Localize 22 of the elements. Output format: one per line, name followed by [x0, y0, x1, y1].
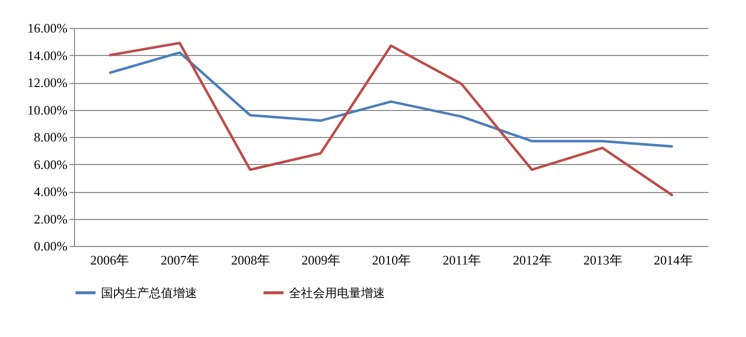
y-tick-label: 2.00%	[34, 211, 68, 226]
legend-label: 全社会用电量增速	[289, 286, 385, 300]
y-tick-label: 16.00%	[27, 20, 68, 36]
x-tick-label: 2007年	[160, 252, 200, 268]
y-tick-label: 4.00%	[34, 184, 68, 199]
x-tick-label: 2014年	[654, 252, 693, 268]
y-tick-label: 6.00%	[34, 156, 68, 172]
x-tick-label: 2006年	[90, 252, 130, 268]
y-tick-label: 12.00%	[27, 75, 68, 90]
y-tick-label: 14.00%	[27, 48, 68, 63]
x-tick-label: 2010年	[372, 252, 411, 268]
y-tick-label: 0.00%	[34, 238, 68, 254]
legend-label: 国内生产总值增速	[101, 286, 197, 300]
y-tick-label: 8.00%	[34, 130, 68, 144]
x-tick-label: 2009年	[302, 252, 341, 268]
line-series	[108, 42, 674, 197]
y-tick-label: 10.00%	[27, 102, 68, 118]
line-series	[108, 51, 674, 148]
x-tick-label: 2011年	[442, 252, 482, 268]
x-tick-label: 2013年	[583, 252, 622, 268]
x-tick-label: 2012年	[512, 252, 552, 268]
x-tick-label: 2008年	[231, 252, 270, 268]
